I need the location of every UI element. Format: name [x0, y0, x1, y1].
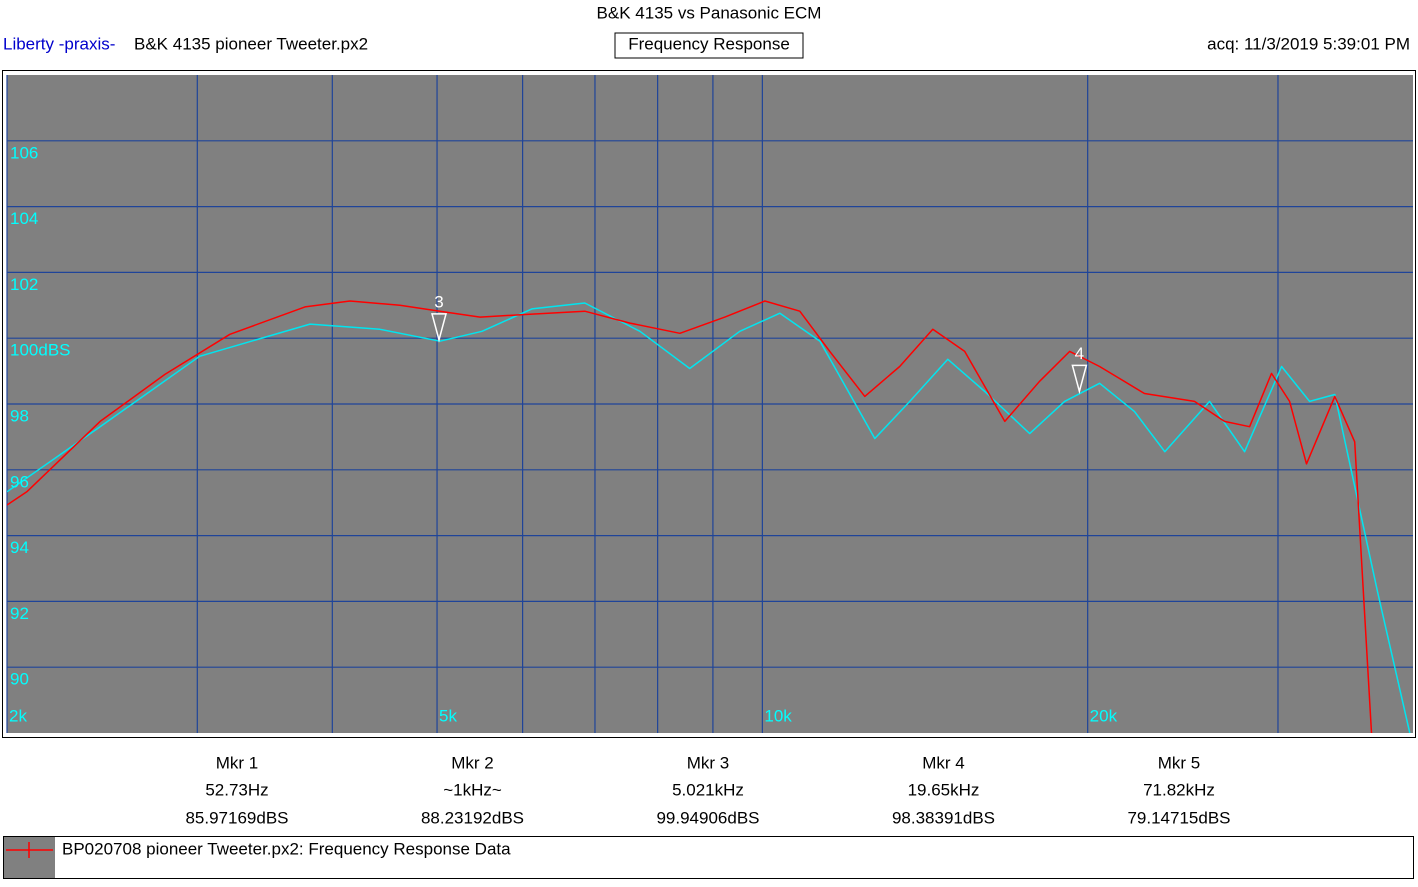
marker-level: 79.14715dBS	[1127, 808, 1230, 827]
series-line	[7, 300, 1373, 733]
marker-level: 99.94906dBS	[656, 808, 759, 827]
marker-freq: 52.73Hz	[205, 780, 268, 799]
marker-label: 3	[434, 292, 443, 311]
frame	[2, 70, 1416, 738]
file-name: B&K 4135 pioneer Tweeter.px2	[134, 34, 368, 53]
marker-freq: 5.021kHz	[672, 780, 744, 799]
series-line	[7, 302, 1411, 733]
marker-level: 98.38391dBS	[892, 808, 995, 827]
marker-freq: ~1kHz~	[443, 780, 502, 799]
y-tick-label: 104	[10, 209, 38, 228]
y-tick-label: 94	[10, 538, 29, 557]
brand: Liberty -praxis-	[3, 34, 115, 53]
marker-label: 4	[1075, 344, 1084, 363]
y-tick-label: 100dBS	[10, 341, 71, 360]
marker-level: 88.23192dBS	[421, 808, 524, 827]
marker-freq: 19.65kHz	[908, 780, 980, 799]
mode-box	[614, 32, 804, 59]
marker-freq: 71.82kHz	[1143, 780, 1215, 799]
marker-name: Mkr 5	[1158, 753, 1201, 772]
legend-box	[3, 836, 1414, 879]
marker-name: Mkr 2	[451, 753, 494, 772]
chart-title: B&K 4135 vs Panasonic ECM	[597, 3, 822, 22]
mode: Frequency Response	[628, 34, 790, 53]
marker-triangle	[431, 313, 447, 343]
y-tick-label: 106	[10, 143, 38, 162]
marker-level: 85.97169dBS	[185, 808, 288, 827]
acquired: acq: 11/3/2019 5:39:01 PM	[1207, 34, 1410, 53]
x-tick-label: 20k	[1090, 706, 1118, 725]
marker-triangle	[1071, 364, 1088, 395]
legend-label: BP020708 pioneer Tweeter.px2: Frequency …	[62, 839, 511, 858]
y-tick-label: 92	[10, 604, 29, 623]
x-tick-label: 10k	[764, 706, 792, 725]
y-tick-label: 102	[10, 275, 38, 294]
y-tick-label: 90	[10, 670, 29, 689]
y-tick-label: 96	[10, 472, 29, 491]
y-tick-label: 98	[10, 406, 29, 425]
x-tick-label: 2k	[9, 706, 27, 725]
marker-name: Mkr 1	[216, 753, 259, 772]
x-tick-label: 5k	[439, 706, 457, 725]
marker-name: Mkr 4	[922, 753, 965, 772]
marker-name: Mkr 3	[687, 753, 730, 772]
